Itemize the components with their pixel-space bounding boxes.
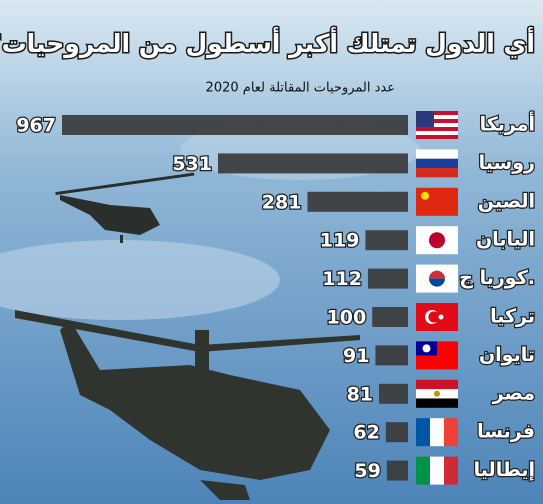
flag-star	[421, 191, 429, 200]
chart-subtitle: عدد المروحيات المقاتلة لعام 2020	[206, 81, 395, 96]
bar	[372, 307, 408, 327]
flag-stripe	[444, 418, 458, 447]
cloud	[0, 240, 280, 320]
flag-stripe	[416, 131, 458, 135]
flag-field	[416, 187, 458, 216]
bar	[62, 115, 408, 135]
bar	[386, 460, 408, 481]
flag-stripe	[416, 379, 458, 390]
bar	[307, 191, 408, 212]
flag-stripe	[416, 149, 458, 159]
flag-stripe	[416, 418, 430, 447]
value-label: 100	[327, 307, 367, 329]
category-label: أمريكا	[480, 112, 535, 136]
helicopter-large	[15, 310, 360, 500]
flag-stripe	[444, 456, 458, 485]
category-label: مصر	[492, 382, 535, 404]
flag-stripe	[416, 123, 458, 127]
flag-stripe	[416, 115, 458, 119]
flag-stripe	[416, 119, 458, 123]
category-label: تايوان	[479, 344, 535, 366]
bar	[379, 383, 408, 404]
value-label: 81	[347, 383, 373, 405]
category-label: فرنسا	[477, 421, 535, 443]
value-label: 967	[16, 115, 56, 137]
flag-stripe	[430, 456, 444, 485]
flag-star	[438, 314, 444, 320]
value-label: 531	[172, 153, 212, 175]
flag-disc	[429, 278, 445, 287]
value-label: 59	[354, 460, 380, 482]
value-label: 62	[353, 422, 379, 444]
bar	[375, 345, 408, 366]
flag-stripe	[416, 168, 458, 178]
chart-title: أي الدول تمتلك أكبر أسطول من المروحيات؟	[0, 27, 535, 59]
bar	[385, 422, 408, 443]
helicopter-small	[55, 172, 195, 243]
flag-disc	[429, 232, 445, 249]
flag-stripe	[416, 127, 458, 131]
flag-emblem	[434, 390, 440, 397]
value-label: 281	[262, 191, 302, 213]
value-label: 119	[320, 230, 360, 252]
category-label: اليابان	[476, 229, 535, 251]
bar	[365, 230, 408, 251]
flag-sun	[422, 344, 431, 353]
flag-stripe	[416, 135, 458, 139]
flag-stripe	[416, 111, 458, 115]
bar	[367, 268, 408, 289]
flag-stripe	[416, 456, 430, 485]
flag-canton	[416, 111, 434, 127]
flag-stripe	[416, 398, 458, 408]
flag-stripe	[416, 158, 458, 169]
category-label: روسيا	[479, 152, 535, 174]
category-label: الصين	[478, 190, 535, 212]
bar	[218, 153, 408, 174]
category-label: كوريا ج.	[459, 267, 535, 289]
flag-disc	[429, 270, 445, 279]
category-label: إيطاليا	[474, 459, 535, 481]
flag-stripe	[430, 418, 444, 447]
flag-crescent	[428, 311, 440, 323]
value-label: 91	[343, 345, 369, 367]
category-label: تركيا	[490, 306, 535, 328]
value-label: 112	[322, 268, 362, 290]
